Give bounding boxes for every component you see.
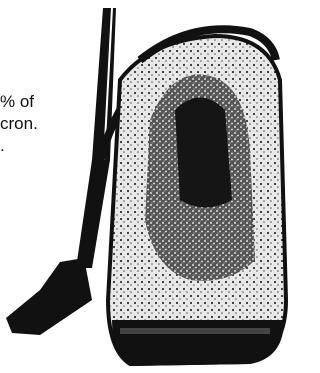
page: % of cron. . (() => { const data = JSON.… (0, 0, 291, 373)
vacuum-image (0, 0, 291, 373)
text-line: % of (0, 92, 34, 112)
text-line: cron. (0, 114, 38, 134)
text-line: . (0, 136, 5, 156)
